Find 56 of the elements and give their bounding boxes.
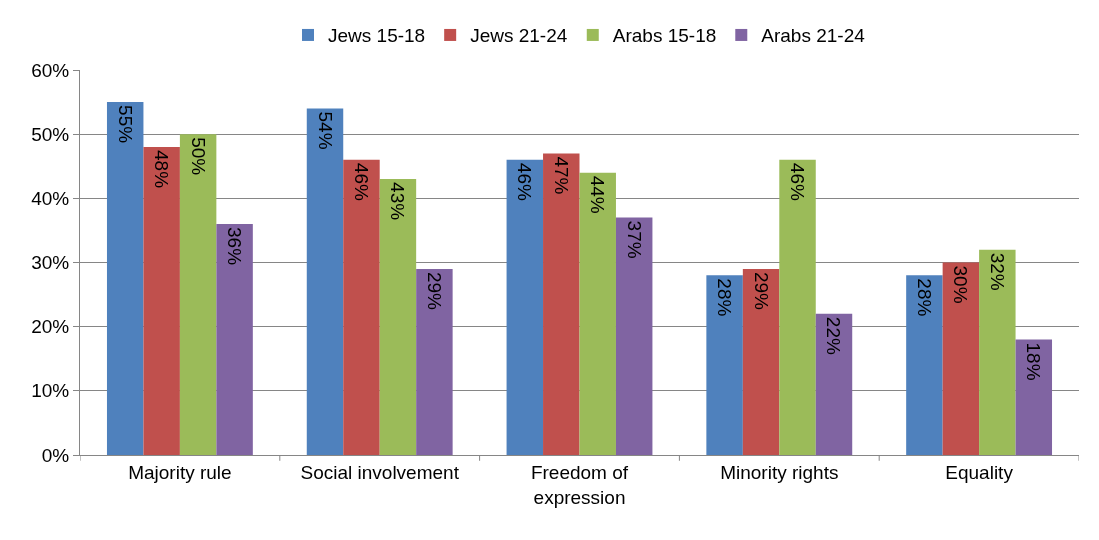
data-label: 28% [714, 278, 736, 317]
bar [906, 275, 943, 455]
y-tick-label: 20% [31, 316, 70, 338]
bar [179, 134, 217, 455]
bar [343, 159, 380, 455]
data-label: 47% [550, 156, 572, 195]
data-label: 28% [913, 278, 935, 317]
data-label: 54% [314, 111, 336, 150]
data-label: 50% [187, 137, 209, 176]
y-tick-label: 0% [41, 444, 70, 466]
data-label: 46% [787, 162, 809, 201]
bar [706, 275, 743, 455]
legend-label: Jews 21-24 [470, 25, 568, 47]
y-tick-label: 30% [31, 252, 70, 274]
bar [1015, 339, 1053, 455]
x-tick-label: Equality [945, 461, 1014, 483]
bar [216, 224, 253, 455]
y-tick-label: 10% [31, 380, 70, 402]
data-label: 30% [950, 265, 972, 304]
bar [815, 313, 853, 455]
data-label: 36% [224, 227, 246, 266]
bar [742, 268, 780, 455]
bar [379, 179, 417, 455]
data-label: 22% [823, 316, 845, 355]
data-label: 29% [750, 271, 772, 311]
x-tick-label: Freedom of expression [530, 461, 629, 508]
legend-label: Jews 15-18 [328, 25, 426, 47]
data-label: 32% [986, 252, 1008, 291]
bar [543, 153, 580, 455]
bar [416, 268, 453, 455]
legend-label: Arabs 15-18 [612, 25, 717, 47]
data-label: 48% [151, 150, 173, 189]
bar [615, 217, 653, 455]
x-tick-label: Social involvement [300, 461, 460, 483]
y-tick-label: 60% [31, 59, 70, 81]
x-tick-label: Minority rights [720, 461, 839, 483]
data-label: 46% [350, 162, 372, 201]
legend-label: Arabs 21-24 [761, 25, 866, 47]
data-label: 44% [587, 175, 609, 214]
bar [143, 147, 180, 455]
y-tick-label: 50% [31, 123, 70, 145]
data-label: 37% [623, 220, 645, 259]
bar [306, 108, 344, 455]
data-label: 46% [514, 162, 536, 201]
data-label: 29% [423, 271, 445, 311]
bar [106, 102, 144, 455]
bar [579, 172, 616, 455]
data-label: 18% [1023, 342, 1045, 381]
data-label: 43% [387, 182, 409, 221]
y-tick-label: 40% [31, 187, 70, 209]
x-tick-label: Majority rule [128, 461, 232, 483]
bar [506, 159, 544, 455]
data-label: 55% [114, 105, 136, 144]
bar [942, 262, 980, 455]
bar [979, 249, 1016, 455]
bar [779, 159, 816, 455]
